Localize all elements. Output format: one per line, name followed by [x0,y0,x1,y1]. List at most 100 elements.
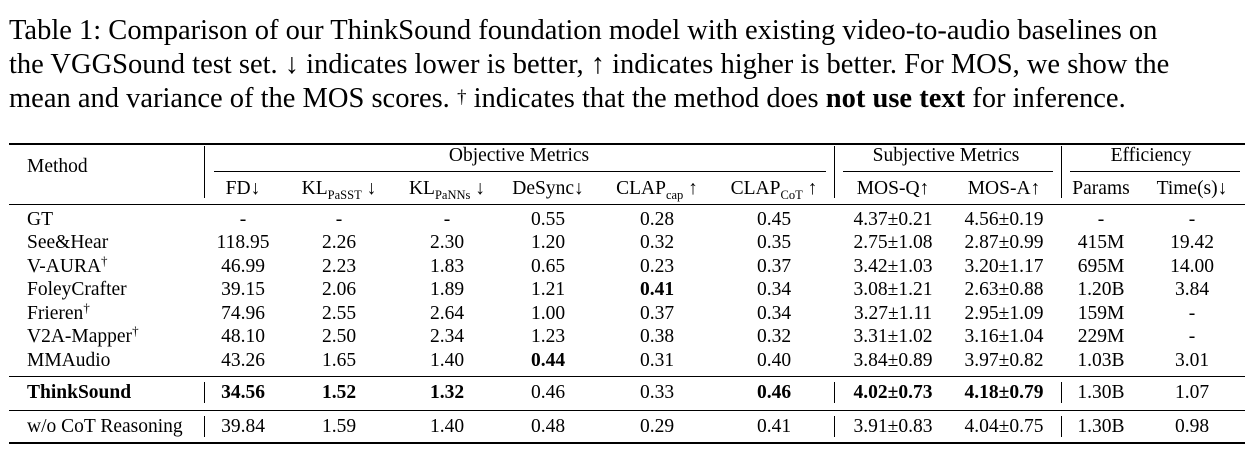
table-cell: 1.40 [429,416,465,437]
table-cell: 0.65 [530,256,566,277]
table-cell: 1.83 [429,256,465,277]
table-cell: 415M [1077,232,1125,253]
table-cell: - [1188,303,1196,324]
table-cell: 19.42 [1170,232,1214,253]
efficiency-cmidrule [1070,171,1240,172]
table-cell: 0.37 [639,303,675,324]
caption-line-3-middle: indicates that the method does [466,83,826,114]
table-cell: 1.30B [1077,382,1125,403]
table-cell: 1.07 [1174,382,1210,403]
table-cell: 1.00 [530,303,566,324]
column-header-name: FD [225,178,251,199]
column-header-subscript: PaNNs [434,188,471,202]
column-header: MOS-Q↑ [857,177,930,201]
table-cell: 1.23 [530,326,566,347]
sort-direction-arrow: ↓ [250,178,261,199]
table-cell: 3.91±0.83 [853,416,933,437]
table-cell: 1.03B [1077,350,1125,371]
table-cell: 2.23 [321,256,357,277]
table-cell: 3.31±1.02 [853,326,933,347]
column-separator [834,146,835,198]
method-label: V-AURA [27,256,102,277]
sort-direction-arrow: ↑ [802,178,818,199]
column-header-name: Params [1072,178,1130,199]
column-header: DeSync↓ [512,177,584,201]
table-cell: 34.56 [221,382,265,403]
table-cell: - [1097,209,1105,230]
column-separator [1061,382,1062,403]
table-cell: 2.55 [321,303,357,324]
table-cell: 2.30 [429,232,465,253]
table-cell: 48.10 [221,326,265,347]
table-cell: 3.27±1.11 [853,303,933,324]
column-header: MOS-A↑ [968,177,1041,201]
table-cell: 2.06 [321,279,357,300]
table-cell: 159M [1077,303,1125,324]
table-cell: 0.48 [530,416,566,437]
table-cell: 2.75±1.08 [853,232,933,253]
method-name: V2A-Mapper† [27,323,139,350]
table-cell: 0.32 [639,232,675,253]
table-cell: 0.40 [756,350,792,371]
column-separator [834,382,835,403]
column-header: KLPaNNs ↓ [409,177,485,202]
column-header-name: Time(s) [1156,178,1218,199]
table-cell: 2.34 [429,326,465,347]
method-name: MMAudio [27,349,110,373]
table-cell: 14.00 [1170,256,1214,277]
table-cell: 1.20 [530,232,566,253]
table-cell: 3.84 [1174,279,1210,300]
sort-direction-arrow: ↓ [574,178,584,199]
table-cell: 2.63±0.88 [964,279,1044,300]
method-label: ThinkSound [27,382,132,403]
table-cell: 1.30B [1077,416,1125,437]
table-cell: 39.15 [221,279,265,300]
caption-line-3-start: mean and variance of the MOS scores. [9,83,457,114]
table-cell: 1.21 [530,279,566,300]
sort-direction-arrow: ↓ [1217,178,1228,199]
column-header-name: KL [301,178,328,199]
no-text-dagger: † [132,323,139,338]
table-cell: 0.46 [530,382,566,403]
subjective-metrics-header: Subjective Metrics [872,145,1020,166]
no-text-dagger: † [83,300,90,315]
midrule-1 [9,376,1245,377]
table-cell: 3.97±0.82 [964,350,1044,371]
method-label: FoleyCrafter [27,279,127,300]
column-header-name: KL [408,178,435,199]
method-name: ThinkSound [27,381,131,405]
table-cell: 0.34 [756,303,792,324]
table-cell: 0.44 [530,350,566,371]
column-header: CLAPcap ↑ [616,177,698,202]
table-cell: 46.99 [221,256,265,277]
sort-direction-arrow: ↑ [919,178,930,199]
column-header-name: MOS-A [967,178,1031,199]
header-rule [9,204,1245,205]
subjective-cmidrule [843,171,1053,172]
table-cell: 1.89 [429,279,465,300]
table-cell: 1.32 [429,382,465,403]
method-name: FoleyCrafter [27,278,127,302]
column-header: FD↓ [226,177,261,201]
table-cell: 3.16±1.04 [964,326,1044,347]
table-cell: 74.96 [221,303,265,324]
table-cell: 0.23 [639,256,675,277]
column-header: CLAPCoT ↑ [731,177,818,202]
table-cell: 0.29 [639,416,675,437]
table-cell: 3.01 [1174,350,1210,371]
method-label: MMAudio [27,350,111,371]
top-rule [9,143,1245,145]
table-cell: 0.38 [639,326,675,347]
table-cell: 0.35 [756,232,792,253]
no-text-dagger: † [101,253,108,268]
method-header: Method [27,156,88,177]
caption-line-3-end: for inference. [965,83,1126,114]
table-cell: 0.41 [756,416,792,437]
column-header: Params [1072,177,1129,201]
table-cell: 3.42±1.03 [853,256,933,277]
table-cell: - [1188,209,1196,230]
caption-line-1: Table 1: Comparison of our ThinkSound fo… [9,15,1158,46]
table-cell: 1.65 [321,350,357,371]
method-name: V-AURA† [27,253,108,280]
method-label: GT [27,209,53,230]
